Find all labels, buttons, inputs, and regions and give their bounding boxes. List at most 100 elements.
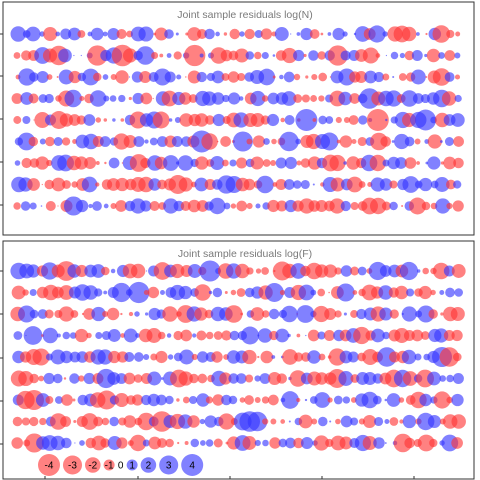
residual-bubble <box>453 136 464 147</box>
residual-bubble <box>140 200 152 212</box>
residual-bubble <box>147 393 161 407</box>
residual-bubble <box>185 76 187 78</box>
residual-bubble <box>18 68 36 86</box>
residual-bubble <box>208 290 213 295</box>
residual-bubble <box>293 94 303 103</box>
residual-bubble <box>409 197 426 215</box>
residual-bubble <box>242 436 257 450</box>
residual-bubble <box>350 417 359 426</box>
residual-bubble <box>128 76 131 78</box>
residual-bubble <box>446 202 453 210</box>
residual-bubble <box>189 373 199 384</box>
residual-bubble <box>421 201 431 211</box>
residual-bubble <box>441 91 457 106</box>
residual-bubble <box>115 200 127 212</box>
residual-bubble <box>252 135 266 148</box>
residual-bubble <box>429 438 438 448</box>
residual-bubble <box>446 374 454 383</box>
residual-bubble <box>255 203 261 209</box>
residual-bubble <box>452 200 464 212</box>
residual-bubble <box>14 160 21 166</box>
residual-bubble <box>29 309 39 319</box>
residual-bubble <box>103 95 110 102</box>
residual-bubble <box>399 419 404 424</box>
residual-bubble <box>242 349 257 365</box>
residual-bubble <box>355 71 368 83</box>
residual-bubble <box>427 134 442 149</box>
residual-bubble <box>199 260 221 282</box>
residual-bubble <box>356 308 367 320</box>
residual-bubble <box>56 333 61 338</box>
residual-bubble <box>115 177 129 192</box>
residual-bubble <box>325 116 334 124</box>
residual-bubble <box>13 331 23 340</box>
residual-bubble <box>451 437 463 449</box>
residual-bubble <box>296 397 301 403</box>
residual-bubble <box>348 115 359 125</box>
residual-bubble <box>324 307 337 321</box>
residual-bubble <box>227 71 240 83</box>
residual-bubble <box>200 440 206 446</box>
residual-bubble <box>283 179 295 190</box>
residual-bubble <box>20 201 31 211</box>
residual-bubble <box>254 439 261 447</box>
residual-bubble <box>318 95 325 102</box>
residual-bubble <box>101 417 110 426</box>
residual-bubble <box>114 392 129 408</box>
residual-bubble <box>106 307 120 321</box>
residual-bubble <box>187 27 202 41</box>
residual-bubble <box>347 351 359 363</box>
residual-bubble <box>293 49 305 62</box>
residual-bubble <box>450 306 465 322</box>
residual-bubble <box>110 202 117 210</box>
residual-bubble <box>100 438 110 448</box>
residual-bubble <box>11 285 26 300</box>
residual-bubble <box>334 267 342 275</box>
residual-bubble <box>187 199 201 213</box>
residual-bubble <box>329 198 345 214</box>
residual-bubble <box>55 31 61 37</box>
residual-bubble <box>270 160 277 166</box>
residual-bubble <box>270 418 277 425</box>
panel-title: Joint sample residuals log(F) <box>178 248 312 260</box>
residual-bubble <box>250 90 266 107</box>
residual-bubble <box>78 375 85 382</box>
residual-bubble <box>394 285 409 300</box>
residual-bubble <box>176 74 182 80</box>
residual-bubble <box>37 309 48 319</box>
residual-bubble <box>199 53 204 58</box>
residual-bubble <box>60 416 72 427</box>
residual-bubble <box>140 92 153 105</box>
residual-bubble <box>428 309 438 319</box>
residual-bubble <box>32 348 50 366</box>
residual-bubble <box>343 161 347 165</box>
x-axis-ticks <box>44 476 415 479</box>
residual-bubble <box>68 27 81 41</box>
residual-bubble <box>420 331 430 340</box>
residual-bubble <box>389 417 399 426</box>
residual-bubble <box>142 439 150 447</box>
residual-bubble <box>40 205 43 207</box>
residual-bubble <box>284 115 295 125</box>
residual-bubble <box>287 333 291 338</box>
panel-frame <box>2 240 475 480</box>
residual-bubble <box>438 52 445 59</box>
residual-bubble <box>229 330 240 341</box>
residual-bubble <box>23 326 43 345</box>
residual-bubble <box>123 328 138 343</box>
residual-bubble <box>28 136 39 147</box>
residual-bubble <box>267 92 280 105</box>
residual-bubble <box>404 437 415 449</box>
residual-bubble <box>366 109 389 131</box>
residual-bubble <box>88 203 93 209</box>
residual-bubble <box>235 373 247 384</box>
residual-bubble <box>74 156 88 170</box>
residual-bubble <box>262 159 271 167</box>
residual-bubble <box>184 441 189 445</box>
residual-bubble <box>402 176 420 193</box>
residual-bubble <box>382 73 390 81</box>
residual-bubble <box>178 177 193 192</box>
residual-bubble <box>271 355 276 359</box>
residual-bubble <box>426 48 441 63</box>
residual-bubble <box>38 375 45 382</box>
